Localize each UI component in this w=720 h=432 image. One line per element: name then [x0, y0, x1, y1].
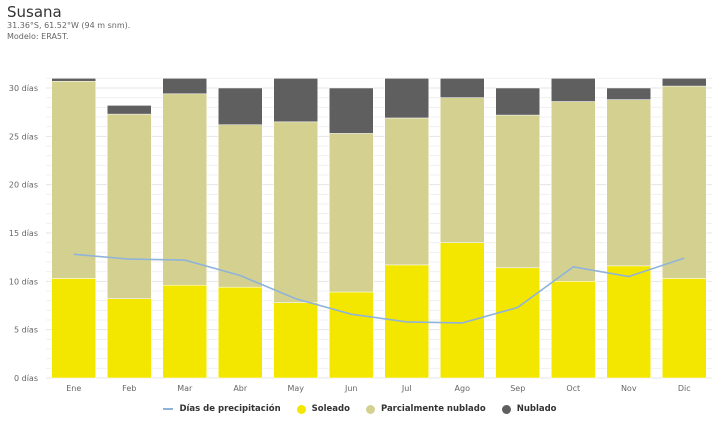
bar-sunny [662, 278, 707, 379]
bar-overcast [440, 78, 485, 98]
y-tick-label: 5 días [14, 326, 38, 335]
cloud-cover-chart: 0 días 5 días 10 días 15 días 20 días 25 días… [9, 77, 712, 393]
bar-sunny [606, 265, 651, 379]
x-tick-label: Mar [177, 384, 193, 393]
x-tick-label: Jun [344, 384, 358, 393]
bar-overcast [273, 78, 318, 123]
bar-partly-cloudy [51, 80, 96, 279]
bar-partly-cloudy [107, 113, 152, 299]
bar-overcast [107, 105, 152, 115]
x-tick-label: Nov [621, 384, 637, 393]
y-tick-label: 10 días [9, 277, 38, 286]
sunny-dot-icon [296, 404, 306, 414]
gridlines [46, 77, 712, 379]
overcast-dot-icon [501, 404, 511, 414]
bar-sunny [162, 284, 207, 379]
bar-sunny [440, 242, 485, 379]
bar-partly-cloudy [440, 97, 485, 243]
x-tick-label: Jul [401, 384, 412, 393]
legend-item-partly-cloudy[interactable]: Parcialmente nublado [365, 404, 486, 414]
y-tick-label: 0 días [14, 374, 38, 383]
bar-overcast [495, 87, 540, 116]
legend-label: Parcialmente nublado [380, 404, 486, 414]
x-tick-label: Sep [510, 384, 525, 393]
bar-overcast [51, 78, 96, 82]
legend-label: Soleado [311, 404, 350, 414]
bar-sunny [329, 291, 374, 379]
partly-cloudy-dot-icon [365, 404, 375, 414]
precipitation-line [73, 253, 685, 324]
x-tick-label: May [287, 384, 304, 393]
x-tick-label: Ago [455, 384, 471, 393]
model-text: Modelo: ERA5T. [7, 32, 69, 41]
bar-partly-cloudy [662, 85, 707, 279]
bar-overcast [606, 87, 651, 100]
x-tick-label: Dic [678, 384, 691, 393]
bar-sunny [107, 298, 152, 379]
bar-partly-cloudy [495, 114, 540, 269]
bar-sunny [273, 302, 318, 379]
y-tick-label: 20 días [9, 181, 38, 190]
legend-item-sunny[interactable]: Soleado [296, 404, 350, 414]
coordinates-text: 31.36°S, 61.52°W (94 m snm). [7, 21, 131, 30]
bar-overcast [384, 78, 429, 119]
bar-partly-cloudy [273, 121, 318, 303]
x-tick-label: Ene [66, 384, 81, 393]
legend-item-precipitation[interactable]: Días de precipitación [163, 404, 281, 414]
bar-partly-cloudy [162, 93, 207, 286]
x-tick-label: Feb [122, 384, 136, 393]
bar-overcast [218, 87, 263, 125]
y-tick-label: 15 días [9, 229, 38, 238]
x-axis: Ene Feb Mar Abr May Jun Jul Ago Sep Oct Nov Dic [66, 384, 690, 393]
precipitation-line-icon [163, 408, 174, 410]
precipitation-line-group [73, 253, 685, 324]
bar-sunny [218, 286, 263, 379]
y-tick-label: 30 días [9, 84, 38, 93]
bars [51, 78, 707, 379]
bar-overcast [329, 87, 374, 134]
legend-label: Nublado [516, 404, 557, 414]
bar-overcast [551, 78, 596, 102]
legend-label: Días de precipitación [179, 404, 281, 414]
bar-overcast [662, 78, 707, 87]
bar-overcast [162, 78, 207, 95]
y-tick-label: 25 días [9, 132, 38, 141]
bar-sunny [51, 278, 96, 379]
bar-partly-cloudy [551, 101, 596, 282]
bar-sunny [551, 281, 596, 379]
bar-partly-cloudy [329, 133, 374, 293]
bar-partly-cloudy [218, 124, 263, 288]
x-tick-label: Abr [233, 384, 248, 393]
bar-partly-cloudy [384, 117, 429, 266]
y-axis: 0 días 5 días 10 días 15 días 20 días 25 días… [9, 84, 38, 383]
page-title: Susana [7, 3, 62, 21]
x-tick-label: Oct [566, 384, 580, 393]
bar-sunny [495, 267, 540, 379]
bar-partly-cloudy [606, 99, 651, 267]
legend: Días de precipitación Soleado Parcialmen… [0, 404, 720, 414]
legend-item-overcast[interactable]: Nublado [501, 404, 557, 414]
